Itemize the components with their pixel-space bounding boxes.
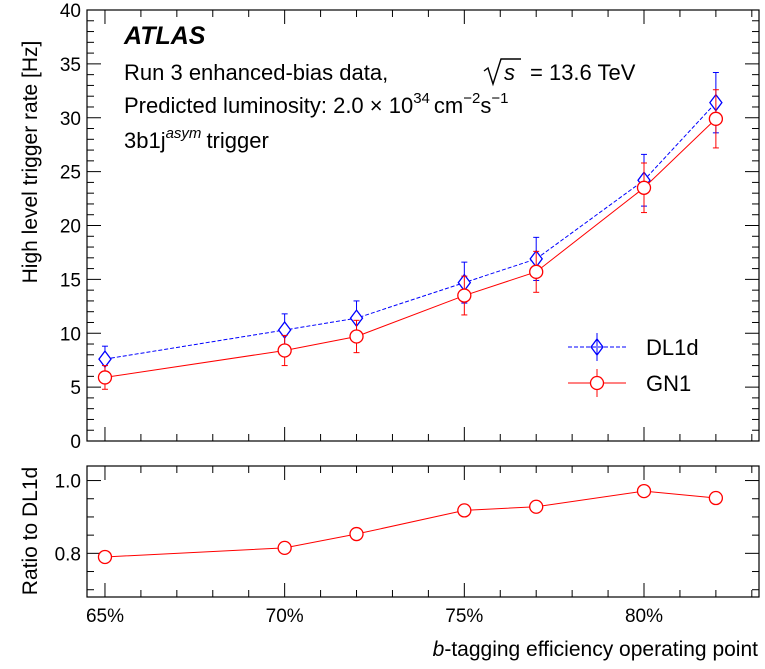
data-point-gn1 (708, 111, 724, 126)
x-tick-label: 80% (625, 606, 663, 627)
upper-series (97, 71, 724, 390)
x-tick-label: 65% (86, 606, 124, 627)
atlas-label: ATLAS (123, 22, 206, 50)
legend: DL1d GN1 (568, 333, 699, 397)
data-point-gn1 (349, 329, 364, 344)
lower-series (97, 483, 724, 565)
ratio-point (457, 503, 472, 518)
energy-label: = 13.6 TeV (530, 60, 636, 85)
legend-entry-gn1: GN1 (568, 369, 691, 397)
legend-label-dl1d: DL1d (646, 335, 699, 360)
trigger-label: 3b1jasym trigger (124, 125, 269, 153)
x-axis-title: b-tagging efficiency operating point (433, 638, 759, 661)
legend-label-gn1: GN1 (646, 371, 691, 396)
ratio-point (529, 499, 544, 514)
sqrt-s-label: s (504, 60, 515, 85)
upper-y-tick-label: 15 (60, 270, 81, 291)
upper-y-tick-label: 0 (70, 432, 81, 453)
upper-y-axis-title: High level trigger rate [Hz] (19, 41, 42, 284)
ratio-line (104, 490, 716, 558)
lower-y-tick-label: 0.8 (55, 544, 81, 565)
lower-axes: 0.8 1.0 65% 70% 75% 80% (55, 466, 759, 627)
data-point-dl1d (98, 350, 112, 369)
upper-y-tick-label: 35 (60, 55, 81, 76)
series-line-gn1 (104, 118, 717, 378)
ratio-point (636, 483, 652, 499)
run-label: Run 3 enhanced-bias data, (124, 60, 388, 85)
data-point-gn1 (97, 370, 113, 385)
sqrt-symbol (483, 58, 521, 87)
lower-y-tick-label: 1.0 (55, 472, 81, 493)
ratio-point (349, 526, 364, 542)
upper-y-tick-label: 10 (60, 324, 81, 345)
lower-y-axis-title: Ratio to DL1d (19, 467, 42, 595)
legend-diamond-marker (590, 337, 604, 357)
upper-y-tick-label: 30 (60, 109, 81, 130)
legend-circle-marker (589, 375, 605, 391)
ratio-series-gn1 (97, 483, 724, 565)
ratio-point (277, 540, 292, 556)
upper-y-tick-label: 20 (60, 217, 81, 238)
upper-axes: 0 5 10 15 20 25 30 35 40 (60, 1, 759, 453)
luminosity-label: Predicted luminosity: 2.0 × 1034 cm−2s−1 (124, 90, 508, 118)
legend-entry-dl1d: DL1d (568, 333, 699, 361)
lower-plot-frame (86, 465, 760, 598)
x-tick-label: 70% (266, 606, 304, 627)
data-point-gn1 (636, 180, 652, 195)
data-point-gn1 (529, 264, 544, 279)
upper-y-tick-label: 40 (60, 1, 81, 22)
ratio-point (97, 549, 113, 565)
data-point-gn1 (277, 343, 292, 358)
x-tick-label: 75% (445, 606, 483, 627)
ratio-point (708, 490, 724, 506)
data-point-gn1 (457, 288, 472, 303)
upper-y-tick-label: 25 (60, 163, 81, 184)
series-gn1 (97, 89, 724, 390)
upper-y-tick-label: 5 (70, 378, 81, 399)
